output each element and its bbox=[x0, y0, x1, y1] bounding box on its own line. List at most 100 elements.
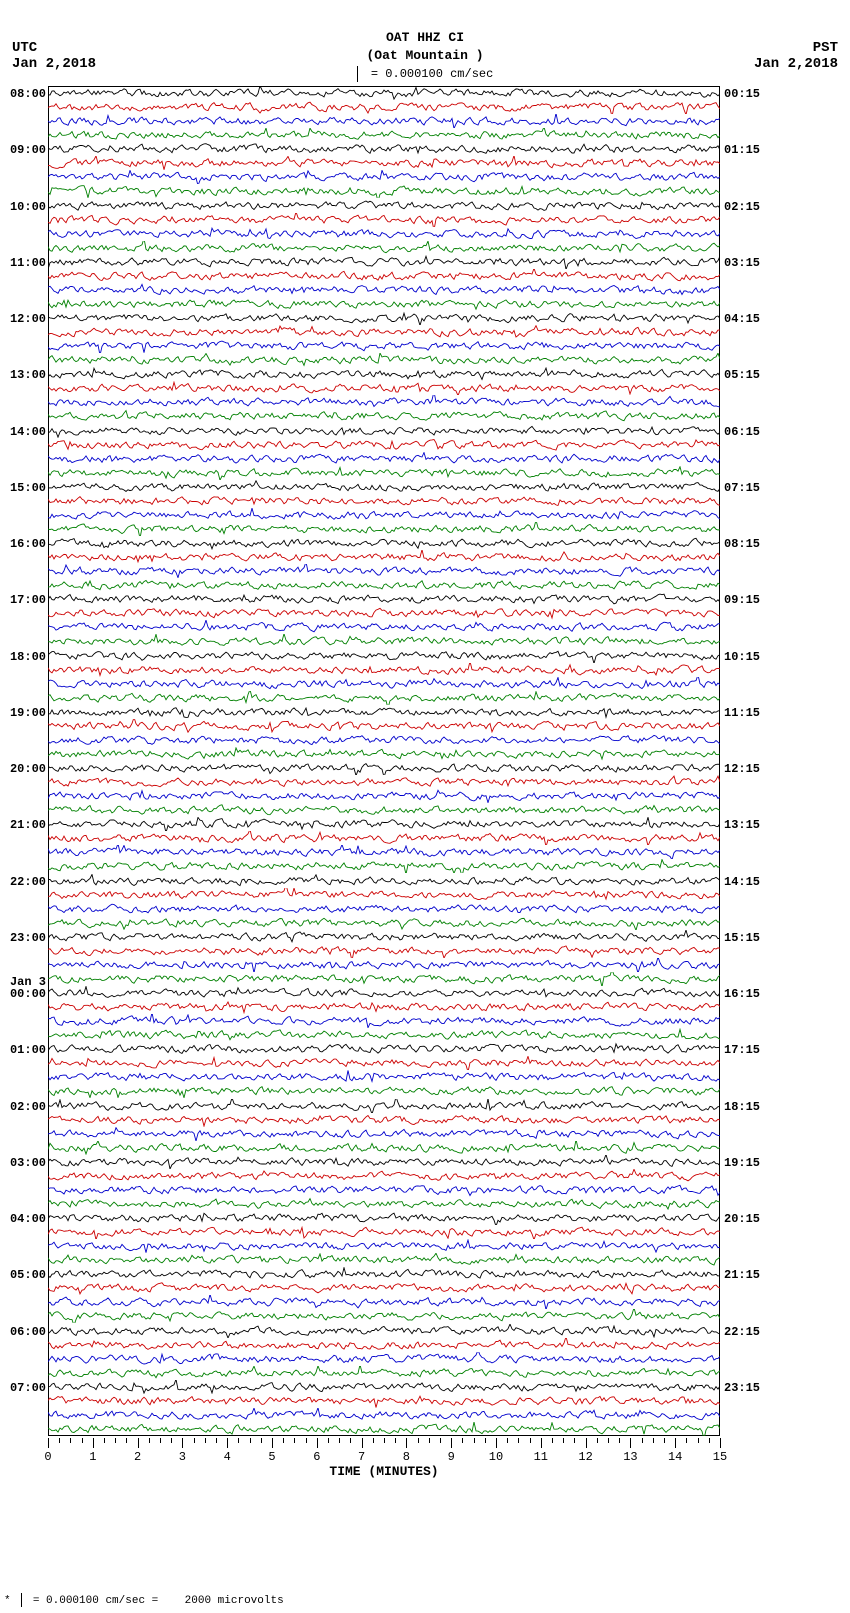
pst-hour-label: 12:15 bbox=[724, 762, 760, 776]
x-tick-minor bbox=[653, 1438, 654, 1443]
seismic-trace bbox=[48, 705, 720, 719]
seismic-trace bbox=[48, 1394, 720, 1408]
utc-hour-label: 16:00 bbox=[4, 537, 46, 551]
x-tick-major bbox=[451, 1438, 452, 1448]
x-tick-major bbox=[406, 1438, 407, 1448]
seismic-trace bbox=[48, 283, 720, 297]
x-tick-major bbox=[138, 1438, 139, 1448]
utc-hour-label: 10:00 bbox=[4, 200, 46, 214]
seismic-trace bbox=[48, 691, 720, 705]
scale-indicator: = 0.000100 cm/sec bbox=[0, 66, 850, 82]
x-tick-minor bbox=[384, 1438, 385, 1443]
seismic-trace bbox=[48, 564, 720, 578]
x-tick-minor bbox=[205, 1438, 206, 1443]
seismic-trace bbox=[48, 100, 720, 114]
seismic-trace bbox=[48, 480, 720, 494]
seismic-trace bbox=[48, 424, 720, 438]
utc-hour-label: 23:00 bbox=[4, 931, 46, 945]
x-tick-minor bbox=[373, 1438, 374, 1443]
seismic-trace bbox=[48, 1099, 720, 1113]
scale-bar-icon bbox=[357, 66, 358, 82]
x-tick-minor bbox=[485, 1438, 486, 1443]
utc-hour-label: 20:00 bbox=[4, 762, 46, 776]
x-tick-minor bbox=[440, 1438, 441, 1443]
x-tick-label: 3 bbox=[179, 1450, 186, 1464]
seismic-trace bbox=[48, 297, 720, 311]
x-tick-minor bbox=[250, 1438, 251, 1443]
x-tick-major bbox=[720, 1438, 721, 1448]
seismic-trace bbox=[48, 944, 720, 958]
seismic-trace bbox=[48, 1253, 720, 1267]
pst-hour-label: 07:15 bbox=[724, 481, 760, 495]
seismic-trace bbox=[48, 170, 720, 184]
x-tick-minor bbox=[82, 1438, 83, 1443]
x-tick-minor bbox=[664, 1438, 665, 1443]
utc-hour-label: 08:00 bbox=[4, 87, 46, 101]
seismic-trace bbox=[48, 156, 720, 170]
x-tick-label: 7 bbox=[358, 1450, 365, 1464]
seismic-trace bbox=[48, 395, 720, 409]
seismic-trace bbox=[48, 1422, 720, 1436]
x-tick-label: 14 bbox=[668, 1450, 682, 1464]
seismic-trace bbox=[48, 845, 720, 859]
seismic-trace bbox=[48, 789, 720, 803]
x-tick-label: 4 bbox=[224, 1450, 231, 1464]
x-tick-major bbox=[182, 1438, 183, 1448]
x-tick-label: 15 bbox=[713, 1450, 727, 1464]
utc-hour-label: 17:00 bbox=[4, 593, 46, 607]
seismic-trace bbox=[48, 747, 720, 761]
x-tick-major bbox=[93, 1438, 94, 1448]
seismic-trace bbox=[48, 775, 720, 789]
pst-hour-label: 03:15 bbox=[724, 256, 760, 270]
x-tick-minor bbox=[126, 1438, 127, 1443]
x-tick-minor bbox=[597, 1438, 598, 1443]
utc-hour-label: 03:00 bbox=[4, 1156, 46, 1170]
pst-hour-label: 08:15 bbox=[724, 537, 760, 551]
seismic-trace bbox=[48, 353, 720, 367]
x-tick-minor bbox=[418, 1438, 419, 1443]
x-tick-major bbox=[317, 1438, 318, 1448]
pst-hour-label: 04:15 bbox=[724, 312, 760, 326]
x-tick-minor bbox=[171, 1438, 172, 1443]
x-tick-minor bbox=[70, 1438, 71, 1443]
seismic-trace bbox=[48, 508, 720, 522]
seismic-trace bbox=[48, 367, 720, 381]
x-tick-minor bbox=[474, 1438, 475, 1443]
seismic-trace bbox=[48, 1014, 720, 1028]
x-tick-minor bbox=[59, 1438, 60, 1443]
utc-hour-label: 19:00 bbox=[4, 706, 46, 720]
pst-hour-label: 23:15 bbox=[724, 1381, 760, 1395]
seismic-trace bbox=[48, 1028, 720, 1042]
x-tick-major bbox=[272, 1438, 273, 1448]
footer-bar-icon bbox=[21, 1593, 22, 1607]
x-tick-label: 8 bbox=[403, 1450, 410, 1464]
seismic-trace bbox=[48, 1338, 720, 1352]
x-tick-minor bbox=[642, 1438, 643, 1443]
seismic-trace bbox=[48, 733, 720, 747]
x-tick-major bbox=[586, 1438, 587, 1448]
seismic-trace bbox=[48, 916, 720, 930]
x-tick-minor bbox=[530, 1438, 531, 1443]
seismic-trace bbox=[48, 438, 720, 452]
x-tick-minor bbox=[563, 1438, 564, 1443]
seismic-trace bbox=[48, 1324, 720, 1338]
seismic-trace bbox=[48, 817, 720, 831]
x-axis: 0123456789101112131415 TIME (MINUTES) bbox=[48, 1438, 720, 1478]
seismic-trace bbox=[48, 677, 720, 691]
x-tick-minor bbox=[216, 1438, 217, 1443]
utc-hour-label: 22:00 bbox=[4, 875, 46, 889]
seismic-trace bbox=[48, 578, 720, 592]
pst-hour-label: 09:15 bbox=[724, 593, 760, 607]
seismic-trace bbox=[48, 452, 720, 466]
seismic-trace bbox=[48, 1309, 720, 1323]
x-tick-minor bbox=[507, 1438, 508, 1443]
seismic-trace bbox=[48, 719, 720, 733]
seismic-trace bbox=[48, 874, 720, 888]
utc-hour-label: 13:00 bbox=[4, 368, 46, 382]
seismic-trace bbox=[48, 466, 720, 480]
date-break-label: Jan 3 bbox=[4, 975, 46, 989]
x-tick-major bbox=[227, 1438, 228, 1448]
pst-hour-label: 22:15 bbox=[724, 1325, 760, 1339]
pst-hour-label: 19:15 bbox=[724, 1156, 760, 1170]
seismic-trace bbox=[48, 255, 720, 269]
